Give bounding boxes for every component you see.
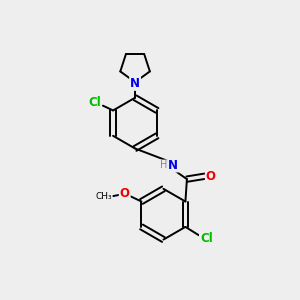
Text: Cl: Cl — [88, 96, 101, 109]
Text: O: O — [206, 169, 216, 183]
Text: Cl: Cl — [200, 232, 213, 245]
Text: CH₃: CH₃ — [95, 192, 112, 201]
Text: O: O — [120, 187, 130, 200]
Text: N: N — [168, 159, 178, 172]
Text: N: N — [130, 77, 140, 90]
Text: H: H — [160, 160, 167, 170]
